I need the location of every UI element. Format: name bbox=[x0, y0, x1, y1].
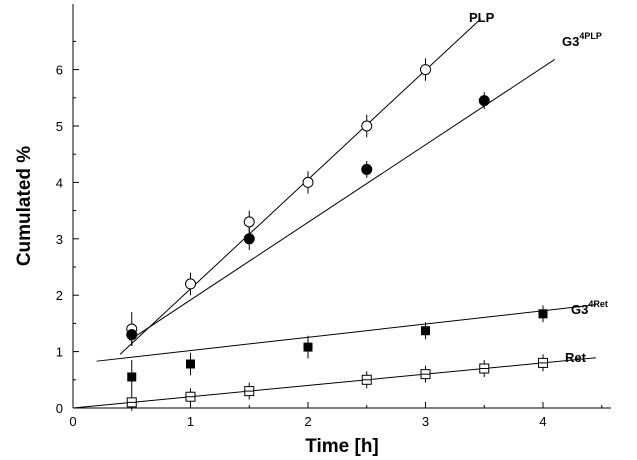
data-point bbox=[420, 64, 431, 76]
data-point bbox=[303, 342, 313, 352]
data-point bbox=[126, 329, 138, 341]
x-tick-label: 0 bbox=[69, 414, 76, 429]
data-point bbox=[186, 359, 195, 369]
x-axis-title: Time [h] bbox=[305, 436, 379, 457]
data-point bbox=[361, 163, 373, 175]
data-point bbox=[243, 233, 255, 245]
plot-area: 0 1 2 3 4 0 1 2 3 4 5 6 PLP G34PLP G34Ret Ret bbox=[56, 4, 611, 429]
x-tick-label: 2 bbox=[304, 414, 311, 429]
fit-line bbox=[129, 59, 556, 341]
y-tick-label: 4 bbox=[56, 175, 63, 190]
fit-lines bbox=[72, 18, 596, 409]
data-point bbox=[185, 278, 196, 290]
data-point bbox=[127, 372, 137, 382]
fit-line bbox=[72, 357, 596, 409]
x-ticks: 0 1 2 3 4 bbox=[69, 402, 603, 429]
data-point bbox=[538, 309, 548, 319]
series-label: G34PLP bbox=[562, 31, 602, 49]
data-point bbox=[478, 95, 490, 107]
data-point bbox=[302, 176, 314, 188]
y-tick-label: 3 bbox=[56, 232, 63, 247]
x-tick-label: 3 bbox=[422, 414, 429, 429]
data-point bbox=[243, 216, 255, 228]
series-labels: PLP G34PLP G34Ret Ret bbox=[469, 10, 608, 365]
y-axis-title: Cumulated % bbox=[14, 146, 35, 266]
y-tick-label: 5 bbox=[56, 119, 63, 134]
data-markers bbox=[126, 64, 548, 408]
y-tick-label: 2 bbox=[56, 288, 63, 303]
y-tick-label: 1 bbox=[56, 345, 63, 360]
series-label: G34Ret bbox=[571, 299, 608, 317]
x-tick-label: 1 bbox=[187, 414, 194, 429]
fit-line bbox=[96, 304, 596, 362]
data-point bbox=[361, 120, 373, 132]
y-tick-label: 6 bbox=[56, 63, 63, 78]
y-ticks: 0 1 2 3 4 5 6 bbox=[56, 40, 79, 416]
series-label: Ret bbox=[565, 350, 587, 365]
data-point bbox=[421, 326, 430, 336]
fit-line bbox=[119, 18, 482, 355]
series-label: PLP bbox=[469, 10, 495, 25]
y-tick-label: 0 bbox=[56, 401, 63, 416]
x-tick-label: 4 bbox=[539, 414, 546, 429]
error-bars bbox=[131, 58, 544, 411]
